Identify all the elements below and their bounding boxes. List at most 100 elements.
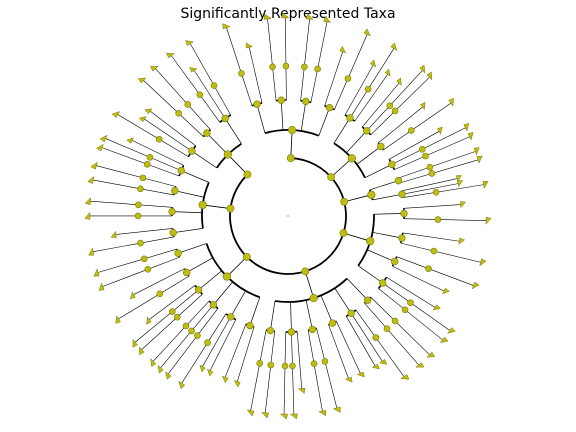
tip-marker xyxy=(426,351,436,358)
tip-marker xyxy=(132,338,138,348)
branch-edge xyxy=(174,190,205,198)
leaf-edge xyxy=(310,19,328,103)
subclade-node xyxy=(227,313,235,321)
leaf-edge xyxy=(401,182,460,195)
branch-edge xyxy=(198,270,222,291)
root-child-node xyxy=(301,267,310,276)
tip-marker xyxy=(166,52,176,59)
tip-marker xyxy=(289,413,298,420)
leaf-edge xyxy=(133,289,199,344)
leaf-edge xyxy=(267,17,277,101)
tip-marker xyxy=(93,268,100,277)
tip-marker xyxy=(448,97,454,107)
subclade-node xyxy=(362,127,371,135)
clade-node xyxy=(198,200,207,210)
leaf-edge xyxy=(402,184,486,198)
clade-node xyxy=(288,125,297,135)
leaf-edge xyxy=(88,200,173,208)
leaf-edge xyxy=(96,248,177,274)
tip-marker xyxy=(369,59,377,68)
leaf-edge xyxy=(296,331,303,391)
leaf-node xyxy=(401,306,409,314)
leaf-edge xyxy=(284,16,287,101)
branch-edge xyxy=(213,281,233,306)
leaf-node xyxy=(137,185,144,193)
page-title: Significantly Represented Taxa xyxy=(180,6,396,22)
leaf-edge xyxy=(180,313,227,385)
tip-marker xyxy=(221,375,229,384)
leaf-node xyxy=(407,127,415,134)
tip-marker xyxy=(206,368,214,377)
tip-marker xyxy=(95,143,104,152)
subclade-node xyxy=(388,160,396,169)
clade-edge xyxy=(226,256,248,277)
branch-edge xyxy=(333,117,351,144)
subclade-node xyxy=(209,301,218,309)
subclade-node xyxy=(266,326,275,335)
leaf-edge xyxy=(350,313,384,363)
leaf-node xyxy=(289,362,296,370)
leaf-edge xyxy=(208,319,237,373)
leaf-edge xyxy=(130,139,184,166)
tip-marker xyxy=(476,155,483,164)
tip-marker xyxy=(415,362,425,368)
branch-edge xyxy=(290,301,292,332)
leaf-edge xyxy=(248,45,263,104)
leaf-edge xyxy=(307,330,324,414)
tip-marker xyxy=(199,364,206,373)
leaf-node xyxy=(137,239,144,247)
leaf-edge xyxy=(154,67,211,130)
leaf-edge xyxy=(91,236,174,253)
branch-edge xyxy=(224,118,242,144)
leaf-node xyxy=(196,91,204,98)
tip-marker xyxy=(139,346,145,356)
clade-edge xyxy=(290,130,293,159)
leaf-node xyxy=(386,102,394,110)
leaf-edge xyxy=(389,130,441,160)
tip-marker xyxy=(279,413,288,420)
tip-marker xyxy=(447,327,456,334)
subclade-node xyxy=(347,309,355,317)
leaf-node xyxy=(391,107,399,115)
root-child-node xyxy=(226,204,235,213)
subclade-node xyxy=(221,114,229,123)
leaf-node xyxy=(282,62,290,70)
subclade-node xyxy=(390,257,399,266)
leaf-edge xyxy=(189,41,232,116)
tip-marker xyxy=(185,40,195,46)
clade-edge xyxy=(330,158,353,178)
leaf-node xyxy=(426,163,434,171)
leaf-edge xyxy=(396,256,476,287)
subclade-node xyxy=(171,187,179,195)
branch-edge xyxy=(369,180,399,191)
tip-marker xyxy=(482,180,489,189)
tip-marker xyxy=(305,13,314,20)
branch-edge xyxy=(186,257,214,273)
leaf-edge xyxy=(397,150,478,179)
tip-marker xyxy=(432,304,441,311)
leaf-node xyxy=(146,154,154,161)
tip-marker xyxy=(318,410,327,417)
branch-edge xyxy=(178,243,207,254)
leaf-node xyxy=(155,135,163,143)
tip-marker xyxy=(246,409,255,417)
tip-marker xyxy=(245,42,253,49)
subclade-node xyxy=(394,176,403,185)
leaf-edge xyxy=(370,75,432,135)
tip-marker xyxy=(473,147,480,156)
clade-node xyxy=(367,190,376,199)
tip-marker xyxy=(439,336,449,343)
subclade-node xyxy=(325,103,334,112)
leaf-node xyxy=(281,362,289,370)
tip-marker xyxy=(126,137,135,144)
branch-edge xyxy=(305,300,313,330)
tip-marker xyxy=(90,161,98,170)
leaf-edge xyxy=(147,285,196,321)
tip-marker xyxy=(189,67,198,73)
leaf-edge xyxy=(386,276,437,309)
tip-marker xyxy=(390,42,398,52)
branch-edge xyxy=(334,287,352,314)
leaf-edge xyxy=(91,179,174,196)
tip-marker xyxy=(165,371,172,380)
tip-marker xyxy=(363,28,371,37)
